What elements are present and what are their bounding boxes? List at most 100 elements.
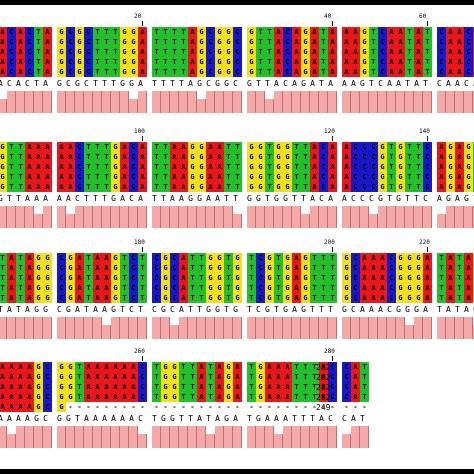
- nucleotide-cell: A: [120, 142, 129, 152]
- nucleotide-cell: T: [84, 182, 93, 192]
- nucleotide-cell: G: [188, 162, 197, 172]
- consensus-sequence: GCAAACGGGA: [342, 305, 433, 314]
- nucleotide-cell: A: [197, 362, 206, 372]
- nucleotide-cell: G: [224, 37, 233, 47]
- conservation-bar: [342, 317, 351, 339]
- nucleotide-cell: T: [437, 293, 446, 303]
- ruler-position-label: 140: [419, 128, 430, 135]
- nucleotide-cell: T: [16, 293, 25, 303]
- nucleotide-cell: A: [170, 152, 179, 162]
- conservation-bar: [93, 426, 102, 448]
- alignment-viewer[interactable]: 20 40 60 A C A C T A A C A C T A A C A C T A A C A C T A A C A C T A ACAC…: [0, 5, 474, 469]
- nucleotide-cell: T: [75, 372, 84, 382]
- nucleotide-cell: A: [25, 162, 34, 172]
- nucleotide-cell: G: [215, 293, 224, 303]
- nucleotide-cell: A: [378, 263, 387, 273]
- nucleotide-cell: G: [75, 37, 84, 47]
- conservation-bar: [378, 206, 387, 228]
- nucleotide-cell: A: [360, 293, 369, 303]
- nucleotide-cell: T: [310, 273, 319, 283]
- nucleotide-cell: T: [301, 392, 310, 402]
- nucleotide-cell: A: [328, 172, 337, 182]
- ruler-position-label: 280: [324, 348, 335, 355]
- nucleotide-cell: G: [111, 253, 120, 263]
- nucleotide-cell: T: [233, 142, 242, 152]
- conservation-bar: [369, 317, 378, 339]
- conservation-bar: [161, 206, 170, 228]
- nucleotide-cell: A: [328, 182, 337, 192]
- nucleotide-cell: T: [16, 182, 25, 192]
- nucleotide-cell: C: [328, 362, 337, 372]
- nucleotide-cell: T: [102, 27, 111, 37]
- consensus-sequence: TCGTGAGTTT: [247, 305, 338, 314]
- nucleotide-cell: G: [111, 162, 120, 172]
- conservation-bar: [351, 91, 360, 113]
- nucleotide-cell: A: [179, 172, 188, 182]
- nucleotide-cell: A: [437, 162, 446, 172]
- nucleotide-cell: G: [111, 283, 120, 293]
- nucleotide-cell: T: [387, 172, 396, 182]
- nucleotide-cell: A: [120, 382, 129, 392]
- nucleotide-cell: A: [292, 273, 301, 283]
- nucleotide-cell: T: [310, 293, 319, 303]
- nucleotide-cell: A: [378, 253, 387, 263]
- conservation-bar: [197, 426, 206, 448]
- nucleotide-cell: G: [247, 67, 256, 77]
- nucleotide-cell: C: [423, 142, 432, 152]
- nucleotide-cell: T: [414, 142, 423, 152]
- conservation-bar: [75, 317, 84, 339]
- conservation-bar: [93, 206, 102, 228]
- nucleotide-cell: A: [342, 162, 351, 172]
- conservation-bar: [102, 206, 111, 228]
- conservation-bar: [84, 206, 93, 228]
- nucleotide-cell: G: [233, 273, 242, 283]
- nucleotide-cell: A: [464, 293, 473, 303]
- conservation-bar: [120, 317, 129, 339]
- nucleotide-cell: A: [215, 382, 224, 392]
- nucleotide-cell: T: [120, 253, 129, 263]
- nucleotide-cell: A: [446, 47, 455, 57]
- nucleotide-cell: C: [351, 182, 360, 192]
- nucleotide-cell: A: [206, 152, 215, 162]
- nucleotide-cell: A: [16, 67, 25, 77]
- nucleotide-cell: T: [102, 142, 111, 152]
- nucleotide-cell: A: [0, 392, 7, 402]
- nucleotide-cell: A: [111, 372, 120, 382]
- nucleotide-cell: T: [265, 172, 274, 182]
- conservation-bar: [7, 91, 16, 113]
- nucleotide-cell: A: [7, 283, 16, 293]
- nucleotide-cell: C: [138, 392, 147, 402]
- nucleotide-cell: G: [57, 362, 66, 372]
- nucleotide-cell: A: [197, 382, 206, 392]
- nucleotide-cell: T: [328, 283, 337, 293]
- nucleotide-cell: T: [206, 382, 215, 392]
- conservation-bar: [387, 317, 396, 339]
- nucleotide-cell: G: [0, 182, 7, 192]
- conservation-bar: [84, 426, 93, 448]
- nucleotide-cell: G: [66, 362, 75, 372]
- nucleotide-cell: G: [215, 37, 224, 47]
- nucleotide-cell: A: [369, 283, 378, 293]
- nucleotide-cell: T: [274, 293, 283, 303]
- nucleotide-cell: C: [351, 142, 360, 152]
- conservation-bar: [360, 317, 369, 339]
- nucleotide-cell: A: [120, 362, 129, 372]
- nucleotide-cell: T: [16, 253, 25, 263]
- nucleotide-cell: C: [319, 172, 328, 182]
- nucleotide-cell: T: [0, 283, 7, 293]
- nucleotide-cell: T: [7, 172, 16, 182]
- conservation-bar: [129, 206, 138, 228]
- nucleotide-cell: A: [351, 392, 360, 402]
- nucleotide-cell: T: [247, 382, 256, 392]
- nucleotide-cell: C: [233, 37, 242, 47]
- nucleotide-cell: A: [16, 372, 25, 382]
- conservation-bar: [66, 426, 75, 448]
- nucleotide-cell: T: [437, 263, 446, 273]
- nucleotide-cell: G: [247, 182, 256, 192]
- nucleotide-cell: A: [43, 172, 52, 182]
- nucleotide-cell: T: [93, 37, 102, 47]
- nucleotide-cell: G: [464, 162, 473, 172]
- nucleotide-cell: A: [7, 402, 16, 412]
- nucleotide-cell: T: [16, 283, 25, 293]
- nucleotide-cell: A: [265, 362, 274, 372]
